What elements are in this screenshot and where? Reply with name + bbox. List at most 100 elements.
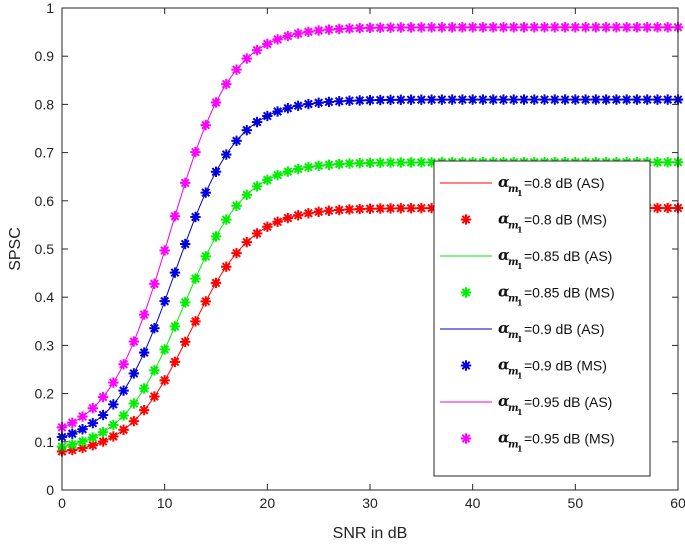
series-marker (405, 203, 417, 214)
legend-subsubscript: 1 (517, 261, 523, 271)
series-marker (364, 22, 376, 34)
series-marker (159, 344, 170, 355)
legend-alpha-symbol: α (498, 210, 510, 228)
series-marker (488, 94, 499, 105)
x-tick-label: 40 (465, 495, 481, 511)
series-marker (323, 159, 335, 170)
y-tick-label: 0.5 (35, 241, 55, 257)
series-marker (282, 166, 294, 177)
series-marker (108, 431, 119, 442)
series-marker (457, 22, 468, 33)
series-marker (375, 22, 386, 33)
series-marker (292, 100, 304, 111)
series-marker (128, 398, 140, 409)
series-marker (118, 410, 129, 421)
series-marker (262, 174, 273, 186)
series-marker (210, 166, 222, 177)
legend-subsubscript: 1 (517, 188, 523, 198)
series-marker (282, 103, 294, 114)
series-marker (539, 22, 550, 33)
series-marker (662, 202, 673, 214)
series-marker (200, 251, 211, 262)
series-marker (385, 203, 396, 214)
series-marker (169, 356, 181, 368)
series-marker (97, 436, 109, 447)
series-marker (426, 22, 437, 33)
series-marker (221, 214, 232, 225)
legend-subscript: m (508, 367, 519, 378)
series-marker (467, 22, 478, 33)
series-marker (128, 368, 140, 379)
series-marker (262, 38, 273, 50)
series-marker (652, 202, 663, 214)
series-marker (375, 94, 386, 106)
series-marker (282, 30, 294, 42)
series-8 (56, 22, 684, 433)
series-marker (323, 96, 335, 108)
series-marker (190, 211, 201, 223)
series-marker (292, 163, 304, 175)
series-marker (241, 189, 252, 201)
series-marker (508, 22, 519, 33)
series-marker (149, 391, 160, 402)
legend-alpha-symbol: α (498, 283, 510, 301)
legend-marker-sample (460, 360, 472, 371)
series-marker (180, 297, 191, 308)
series-marker (169, 321, 181, 332)
series-marker (334, 96, 345, 107)
series-marker (416, 94, 427, 105)
series-marker (108, 419, 119, 431)
legend-subsubscript: 1 (517, 444, 523, 454)
series-marker (364, 157, 376, 169)
legend-subsubscript: 1 (517, 371, 523, 381)
series-marker (251, 228, 263, 239)
series-marker (118, 359, 129, 370)
series-marker (313, 206, 324, 217)
series-marker (652, 157, 663, 168)
series-marker (149, 323, 160, 334)
series-marker (210, 277, 222, 289)
series-marker (231, 200, 242, 211)
legend-entry-3: αm1=0.85 dB (AS) (440, 246, 612, 271)
series-marker (251, 181, 263, 192)
legend-alpha-symbol: α (498, 319, 510, 337)
series-marker (364, 203, 376, 214)
series-marker (405, 157, 417, 168)
y-tick-label: 1 (46, 0, 54, 16)
series-marker (87, 402, 98, 414)
series-marker (416, 157, 427, 168)
series-marker (77, 423, 88, 435)
series-marker (385, 22, 396, 33)
series-marker (334, 158, 345, 170)
series-marker (580, 22, 591, 33)
series-marker (67, 417, 78, 428)
y-tick-label: 0 (46, 482, 54, 498)
series-marker (323, 24, 335, 35)
series-marker (395, 157, 406, 168)
series-marker (313, 160, 324, 171)
series-marker (149, 278, 160, 290)
legend-alpha-symbol: α (498, 173, 510, 191)
legend-alpha-symbol: α (498, 429, 510, 447)
series-marker (108, 377, 119, 388)
series-marker (262, 221, 273, 232)
series-marker (375, 157, 386, 168)
series-marker (529, 94, 540, 105)
series-marker (159, 295, 170, 307)
legend-entry-7: αm1=0.95 dB (AS) (440, 392, 612, 417)
series-marker (559, 22, 571, 33)
series-marker (344, 158, 355, 169)
series-marker (97, 426, 109, 438)
series-marker (385, 157, 396, 168)
legend-marker-sample (460, 214, 472, 225)
series-marker (159, 375, 170, 386)
series-marker (241, 124, 252, 136)
legend-box (433, 160, 651, 477)
series-marker (344, 204, 355, 215)
series-marker (354, 157, 365, 169)
series-marker (180, 238, 191, 250)
series-marker (580, 94, 591, 105)
series-marker (642, 22, 653, 33)
series-marker (570, 94, 581, 105)
